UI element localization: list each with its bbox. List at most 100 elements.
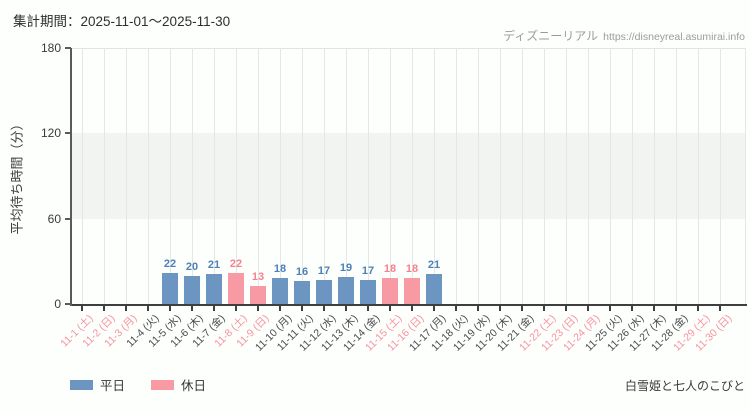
x-axis-tick xyxy=(609,306,611,311)
x-axis-tick xyxy=(521,306,523,311)
gridline-vertical xyxy=(82,48,83,304)
gridline-vertical xyxy=(456,48,457,304)
gridline-vertical xyxy=(170,48,171,304)
gridline-vertical xyxy=(632,48,633,304)
chart-title: 集計期間：2025-11-01～2025-11-30 xyxy=(13,14,231,29)
bar-value-label: 18 xyxy=(383,263,397,276)
watermark-brand: ディズニーリアル xyxy=(503,29,599,43)
bar-11-14[interactable] xyxy=(360,279,376,304)
gridline-vertical xyxy=(346,48,347,304)
x-axis-tick xyxy=(587,306,589,311)
gridline-horizontal-top xyxy=(71,48,745,49)
x-axis-tick xyxy=(433,306,435,311)
legend-weekday-label: 平日 xyxy=(100,379,126,393)
bar-11-17[interactable] xyxy=(426,274,442,304)
gridline-vertical xyxy=(434,48,435,304)
gridline-vertical xyxy=(588,48,589,304)
bar-11-8[interactable] xyxy=(228,272,244,304)
bar-value-label: 22 xyxy=(229,257,243,270)
x-axis-tick xyxy=(169,306,171,311)
bar-value-label: 20 xyxy=(185,260,199,273)
gridline-vertical xyxy=(412,48,413,304)
attraction-name: 白雪姫と七人のこびと xyxy=(624,379,745,393)
y-tick-label: 60 xyxy=(47,211,61,226)
gridline-vertical xyxy=(544,48,545,304)
bar-value-label: 16 xyxy=(295,266,309,279)
x-axis-tick xyxy=(323,306,325,311)
legend-weekday-swatch xyxy=(70,379,93,390)
bar-value-label: 19 xyxy=(339,261,353,274)
bar-value-label: 18 xyxy=(405,263,419,276)
x-axis-tick xyxy=(147,306,149,311)
x-axis-tick xyxy=(81,306,83,311)
gridline-vertical xyxy=(126,48,127,304)
gridline-vertical xyxy=(676,48,677,304)
x-axis-tick xyxy=(477,306,479,311)
gridline-vertical xyxy=(192,48,193,304)
gridline-vertical xyxy=(214,48,215,304)
threshold-band xyxy=(71,133,745,219)
gridline-vertical xyxy=(280,48,281,304)
bar-value-label: 22 xyxy=(163,257,177,270)
bar-value-label: 21 xyxy=(427,259,441,272)
bar-value-label: 17 xyxy=(317,264,331,277)
x-axis-tick xyxy=(125,306,127,311)
bar-11-5[interactable] xyxy=(162,272,178,304)
gridline-vertical xyxy=(324,48,325,304)
bar-11-11[interactable] xyxy=(294,281,310,304)
gridline-vertical xyxy=(500,48,501,304)
gridline-vertical xyxy=(566,48,567,304)
bar-11-7[interactable] xyxy=(206,274,222,304)
bar-11-16[interactable] xyxy=(404,278,420,304)
bar-11-10[interactable] xyxy=(272,278,288,304)
x-axis-tick xyxy=(653,306,655,311)
gridline-vertical xyxy=(258,48,259,304)
x-axis-tick xyxy=(455,306,457,311)
legend-holiday-label: 休日 xyxy=(181,379,207,393)
x-axis-tick xyxy=(301,306,303,311)
gridline-vertical xyxy=(654,48,655,304)
gridline-vertical xyxy=(390,48,391,304)
x-axis-tick xyxy=(543,306,545,311)
x-axis-line xyxy=(71,304,747,306)
gridline-vertical xyxy=(368,48,369,304)
y-tick-label: 180 xyxy=(40,41,61,55)
bar-value-label: 18 xyxy=(273,263,287,276)
x-axis-tick xyxy=(631,306,633,311)
bar-11-15[interactable] xyxy=(382,278,398,304)
x-axis-tick xyxy=(411,306,413,311)
x-axis-tick xyxy=(367,306,369,311)
legend-holiday-swatch xyxy=(151,379,175,390)
gridline-vertical-right-edge xyxy=(745,48,746,304)
x-axis-tick xyxy=(103,306,105,311)
bar-11-6[interactable] xyxy=(184,275,200,304)
gridline-vertical xyxy=(522,48,523,304)
gridline-vertical xyxy=(148,48,149,304)
y-tick-label: 120 xyxy=(40,126,61,141)
bar-11-12[interactable] xyxy=(316,279,332,304)
x-axis-tick xyxy=(719,306,721,311)
x-axis-tick xyxy=(565,306,567,311)
y-axis-line xyxy=(70,48,72,306)
bar-11-13[interactable] xyxy=(338,276,354,304)
x-axis-tick xyxy=(389,306,391,311)
x-axis-tick xyxy=(235,306,237,311)
x-axis-tick xyxy=(213,306,215,311)
gridline-vertical xyxy=(698,48,699,304)
y-axis-tick xyxy=(65,132,71,135)
gridline-vertical xyxy=(302,48,303,304)
bar-value-label: 13 xyxy=(251,270,265,283)
x-axis-tick xyxy=(345,306,347,311)
gridline-vertical xyxy=(478,48,479,304)
x-axis-tick xyxy=(675,306,677,311)
gridline-vertical xyxy=(236,48,237,304)
gridline-vertical xyxy=(610,48,611,304)
y-axis-tick xyxy=(65,303,71,305)
gridline-vertical xyxy=(104,48,105,304)
bar-value-label: 21 xyxy=(207,259,221,272)
bar-11-9[interactable] xyxy=(250,285,266,304)
legend: 平日 休日 xyxy=(70,375,206,394)
gridline-vertical xyxy=(720,48,721,304)
y-axis-tick xyxy=(65,217,71,220)
watermark-url: https://disneyreal.asumirai.info xyxy=(603,31,745,43)
